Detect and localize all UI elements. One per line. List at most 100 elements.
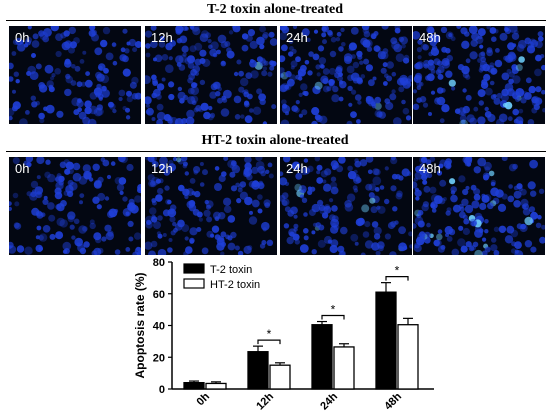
nucleus: [151, 160, 157, 165]
nucleus: [262, 121, 268, 124]
nucleus: [480, 51, 486, 57]
nucleus: [365, 157, 374, 163]
nucleus: [220, 108, 230, 117]
nucleus: [259, 98, 266, 106]
nucleus: [331, 205, 338, 212]
nucleus: [157, 248, 167, 255]
nucleus: [281, 99, 287, 105]
nucleus: [300, 83, 308, 91]
nucleus: [257, 194, 263, 200]
nucleus: [440, 88, 446, 93]
nucleus: [162, 233, 167, 237]
nucleus: [96, 104, 104, 111]
nucleus: [295, 56, 301, 63]
nucleus: [322, 78, 329, 85]
nucleus: [355, 177, 362, 184]
apoptotic-nucleus: [361, 204, 370, 213]
nucleus: [348, 46, 353, 52]
nucleus: [390, 185, 397, 192]
nucleus: [383, 81, 388, 86]
nucleus: [368, 192, 375, 199]
nucleus: [227, 242, 236, 251]
nucleus: [76, 81, 83, 88]
nucleus: [289, 46, 294, 51]
nucleus: [487, 113, 496, 123]
nucleus: [182, 161, 188, 167]
nucleus: [73, 37, 80, 44]
nucleus: [262, 227, 267, 232]
nucleus: [12, 105, 18, 112]
nucleus: [216, 49, 221, 55]
nucleus: [337, 245, 345, 253]
nucleus: [168, 238, 173, 242]
nucleus: [25, 110, 30, 115]
nucleus: [413, 223, 417, 229]
nucleus: [212, 52, 218, 58]
nucleus: [178, 184, 185, 192]
nucleus: [31, 101, 38, 108]
nucleus: [437, 229, 443, 234]
nucleus: [31, 40, 40, 48]
nucleus: [181, 157, 188, 162]
nucleus: [84, 100, 92, 108]
nucleus: [370, 101, 376, 107]
nucleus: [42, 225, 51, 233]
nucleus: [106, 174, 112, 180]
nucleus: [321, 212, 329, 219]
nucleus: [489, 27, 497, 34]
nucleus: [134, 41, 141, 48]
nucleus: [93, 232, 102, 241]
nucleus: [450, 194, 458, 203]
nucleus: [193, 107, 199, 113]
nucleus: [183, 251, 189, 255]
bar-ht2: [397, 324, 419, 390]
bar-ht2: [205, 382, 227, 390]
nucleus: [101, 236, 107, 242]
nucleus: [417, 209, 424, 216]
nucleus: [62, 249, 68, 254]
nucleus: [395, 192, 403, 200]
nucleus: [496, 92, 503, 99]
significance-marker: *: [267, 327, 272, 341]
nucleus: [271, 104, 277, 110]
nucleus: [473, 193, 481, 201]
nucleus: [135, 246, 141, 252]
apoptotic-nucleus: [488, 170, 495, 177]
nucleus: [187, 62, 195, 69]
nucleus: [311, 230, 316, 235]
cell-field: [280, 26, 412, 124]
nucleus: [84, 79, 93, 88]
section-rule-ht2: [6, 151, 546, 152]
nucleus: [214, 166, 220, 171]
nucleus: [478, 35, 483, 40]
nucleus: [431, 45, 438, 51]
nucleus: [318, 57, 327, 65]
nucleus: [122, 106, 127, 111]
nucleus: [105, 231, 115, 241]
nucleus: [525, 77, 532, 84]
nucleus: [520, 97, 527, 104]
apoptotic-nucleus: [474, 249, 483, 255]
section-title-ht2: HT-2 toxin alone-treated: [201, 133, 349, 148]
nucleus: [540, 54, 545, 59]
nucleus: [133, 232, 141, 240]
nucleus: [339, 80, 347, 89]
nucleus: [288, 39, 294, 44]
nucleus: [330, 239, 339, 247]
nucleus: [477, 89, 486, 98]
nucleus: [508, 78, 514, 85]
nucleus: [340, 27, 345, 33]
nucleus: [419, 231, 426, 238]
nucleus: [303, 212, 308, 217]
nucleus: [465, 185, 470, 191]
nucleus: [514, 250, 524, 255]
nucleus: [234, 114, 241, 120]
nucleus: [347, 74, 354, 82]
nucleus: [465, 58, 471, 64]
nucleus: [479, 44, 484, 49]
nucleus: [36, 175, 41, 180]
nucleus: [27, 26, 32, 30]
nucleus: [150, 26, 157, 31]
nucleus: [55, 175, 63, 183]
nucleus: [187, 87, 195, 95]
